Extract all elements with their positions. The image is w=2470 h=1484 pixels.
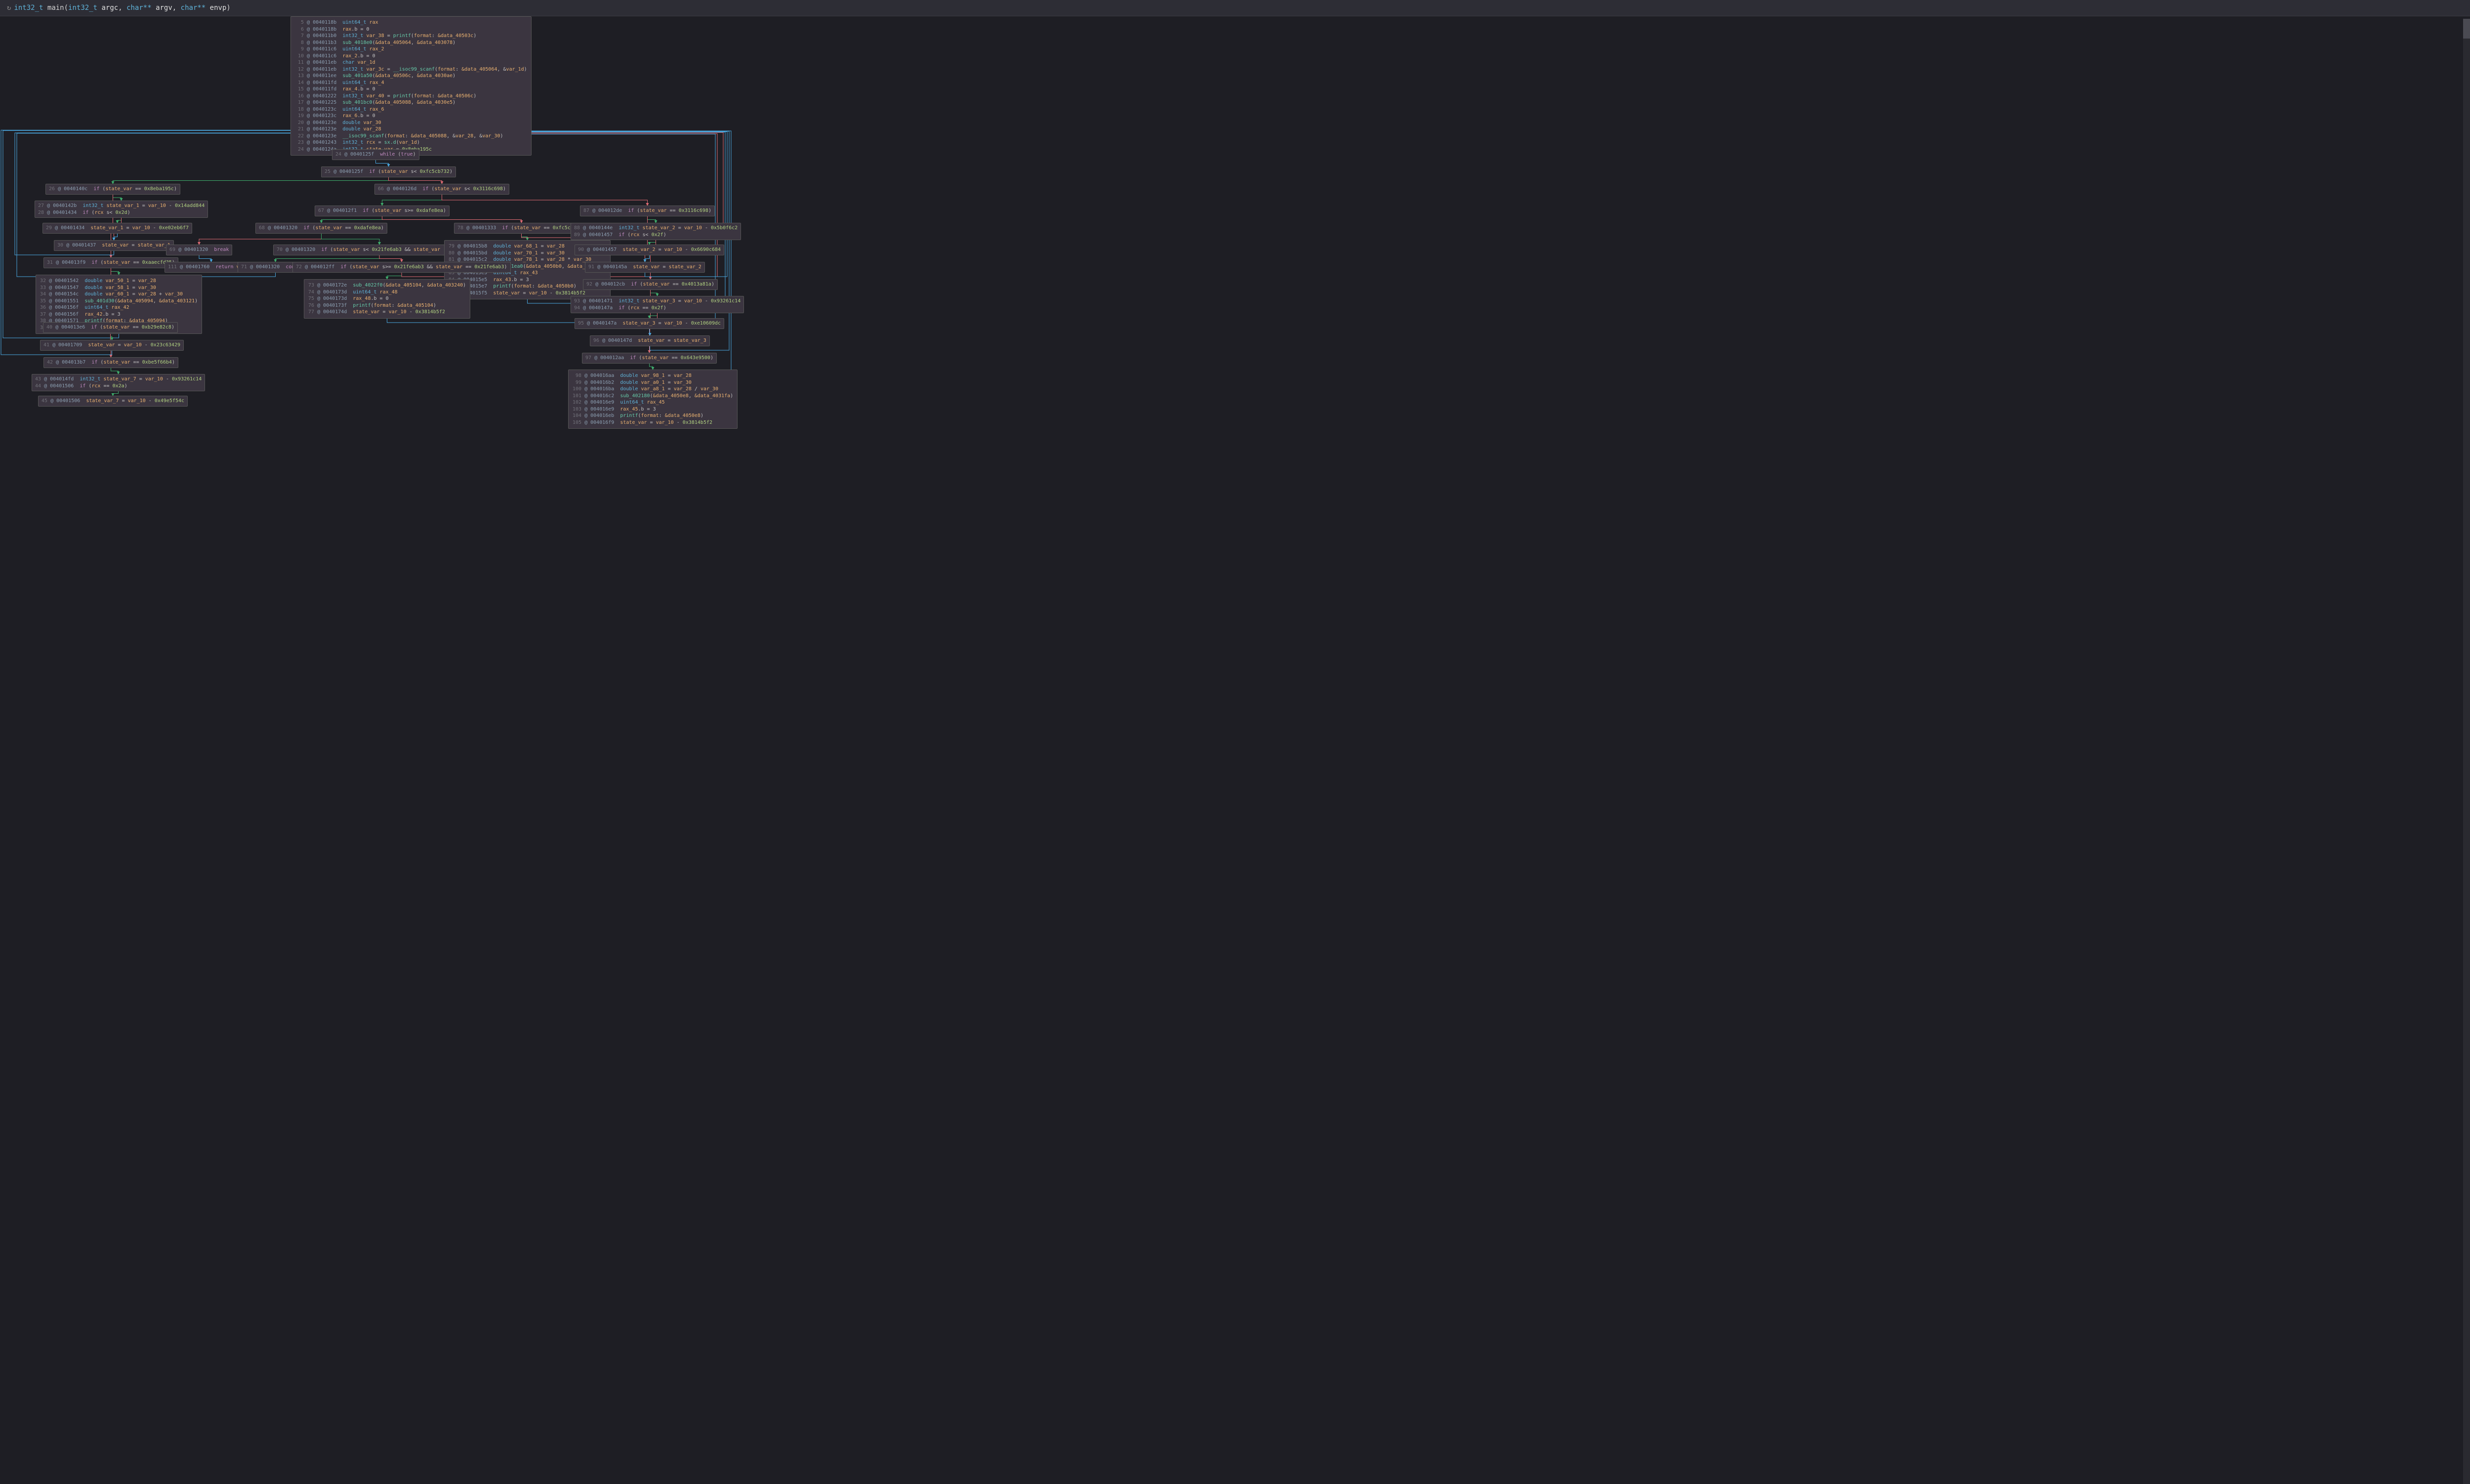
- graph-node[interactable]: 69 @ 00401320 break: [166, 245, 232, 255]
- graph-viewport[interactable]: 5 @ 0040118b uint64_t rax 6 @ 0040118b r…: [0, 16, 2470, 1482]
- graph-node[interactable]: 24 @ 0040125f while (true): [332, 149, 419, 160]
- graph-node[interactable]: 88 @ 0040144e int32_t state_var_2 = var_…: [571, 223, 741, 240]
- graph-node[interactable]: 5 @ 0040118b uint64_t rax 6 @ 0040118b r…: [290, 16, 532, 156]
- return-type: int32_t: [14, 4, 43, 12]
- graph-node[interactable]: 26 @ 0040140c if (state_var == 0x8eba195…: [45, 184, 180, 195]
- graph-node[interactable]: 98 @ 004016aa double var_98_1 = var_28 9…: [568, 370, 738, 429]
- graph-node[interactable]: 78 @ 00401333 if (state_var == 0xfc5cb73…: [454, 223, 589, 234]
- graph-node[interactable]: 93 @ 00401471 int32_t state_var_3 = var_…: [571, 296, 744, 313]
- graph-node[interactable]: 92 @ 004012cb if (state_var == 0x4013a81…: [583, 279, 718, 290]
- graph-node[interactable]: 43 @ 004014fd int32_t state_var_7 = var_…: [32, 374, 205, 391]
- graph-node[interactable]: 66 @ 0040126d if (state_var s< 0x3116c69…: [374, 184, 509, 195]
- scrollbar-thumb[interactable]: [2463, 19, 2470, 39]
- graph-node[interactable]: 27 @ 0040142b int32_t state_var_1 = var_…: [35, 201, 208, 218]
- graph-node[interactable]: 96 @ 0040147d state_var = state_var_3: [590, 335, 710, 346]
- graph-node[interactable]: 97 @ 004012aa if (state_var == 0x643e950…: [582, 353, 717, 364]
- graph-node[interactable]: 45 @ 00401506 state_var_7 = var_10 - 0x4…: [38, 396, 188, 407]
- graph-node[interactable]: 72 @ 004012ff if (state_var s>= 0x21fe6a…: [292, 262, 511, 273]
- graph-node[interactable]: 87 @ 004012de if (state_var == 0x3116c69…: [580, 206, 715, 216]
- graph-node[interactable]: 29 @ 00401434 state_var_1 = var_10 - 0xe…: [42, 223, 192, 234]
- graph-node[interactable]: 67 @ 004012f1 if (state_var s>= 0xdafe8e…: [315, 206, 450, 216]
- graph-node[interactable]: 40 @ 004013e6 if (state_var == 0xb29e82c…: [43, 322, 178, 333]
- graph-node[interactable]: 30 @ 00401437 state_var = state_var_1: [54, 240, 174, 251]
- graph-node[interactable]: 42 @ 004013b7 if (state_var == 0xbe5f66b…: [43, 357, 178, 368]
- graph-node[interactable]: 95 @ 0040147a state_var_3 = var_10 - 0xe…: [575, 318, 724, 329]
- graph-node[interactable]: 25 @ 0040125f if (state_var s< 0xfc5cb73…: [321, 166, 456, 177]
- return-arrow-icon: ↻: [7, 4, 11, 12]
- graph-node[interactable]: 41 @ 00401709 state_var = var_10 - 0x23c…: [40, 340, 184, 351]
- graph-node[interactable]: 90 @ 00401457 state_var_2 = var_10 - 0x6…: [575, 245, 724, 255]
- graph-node[interactable]: 91 @ 0040145a state_var = state_var_2: [585, 262, 705, 273]
- vertical-scrollbar[interactable]: [2463, 19, 2470, 1484]
- graph-canvas[interactable]: 5 @ 0040118b uint64_t rax 6 @ 0040118b r…: [0, 16, 741, 421]
- function-name: main: [47, 4, 64, 12]
- graph-node[interactable]: 68 @ 00401320 if (state_var == 0xdafe8ea…: [255, 223, 387, 234]
- graph-node[interactable]: 73 @ 0040172e sub_4022f0(&data_405104, &…: [304, 279, 470, 319]
- graph-node[interactable]: 31 @ 004013f9 if (state_var == 0xaaecfd3…: [43, 257, 178, 268]
- function-signature-header: ↻ int32_t main(int32_t argc, char** argv…: [0, 0, 2470, 16]
